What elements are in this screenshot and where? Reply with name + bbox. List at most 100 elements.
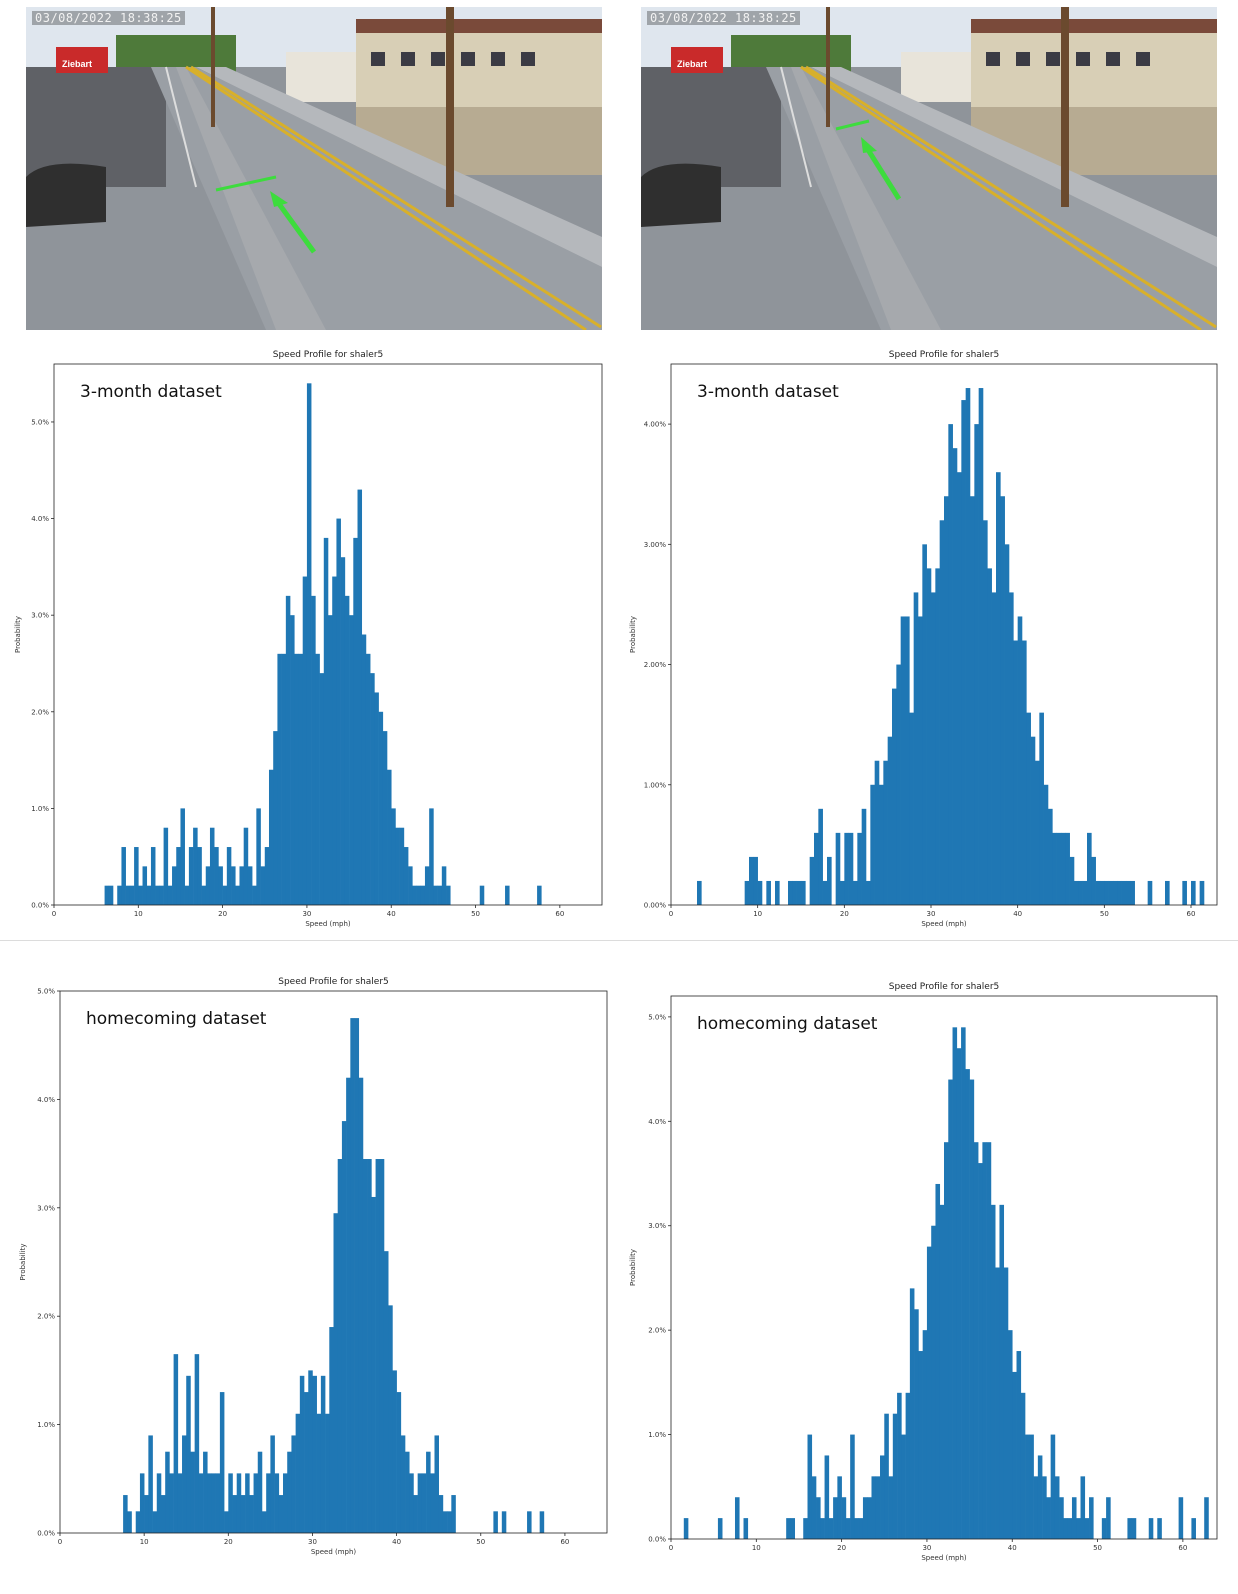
histogram-3month-left: Speed Profile for shaler5 0 10 20 30 40 50 60 0.… [10, 342, 610, 932]
histogram-bar [134, 847, 139, 905]
histogram-bar [350, 1018, 355, 1533]
histogram-bar [1069, 856, 1075, 905]
histogram-bar [786, 1518, 791, 1539]
histogram-bar [939, 1204, 945, 1539]
histogram-bar [383, 1251, 389, 1533]
x-tick-label: 50 [476, 1538, 485, 1546]
histogram-bar [243, 827, 249, 905]
y-tick-label: 3.0% [648, 1222, 666, 1230]
histogram-bar [302, 576, 308, 905]
y-tick-label: 0.0% [31, 902, 49, 910]
histogram-bar [822, 880, 828, 905]
histogram-bar [1059, 1497, 1064, 1539]
histogram-bar [844, 832, 849, 905]
plot-frame [670, 995, 1218, 1540]
histogram-bar [914, 1309, 919, 1539]
histogram-bar [991, 592, 997, 905]
histogram-bar [1191, 1518, 1196, 1539]
histogram-bar [228, 1473, 233, 1533]
x-tick-label: 40 [392, 1538, 401, 1546]
histogram-bar [315, 653, 320, 905]
histogram-bar [909, 712, 914, 905]
histogram-bar [173, 1354, 179, 1533]
histogram-bar [1106, 1497, 1111, 1539]
histogram-bar [982, 1142, 987, 1539]
histogram-bar [749, 856, 754, 905]
histogram-bar [1078, 880, 1083, 905]
histogram-bar [939, 520, 945, 905]
y-tick-label: 3.0% [31, 612, 49, 620]
histogram-bar [1126, 880, 1131, 905]
histogram-bar [1016, 1351, 1022, 1539]
histogram-bar [239, 866, 244, 905]
histogram-bar [344, 595, 350, 905]
histogram-bar [999, 1204, 1005, 1539]
x-tick-label: 30 [302, 910, 311, 918]
y-tick-label: 1.0% [648, 1431, 666, 1439]
histogram-bar [416, 885, 422, 905]
histogram-bar [172, 866, 177, 905]
histogram-bar [892, 688, 897, 905]
y-tick-label: 0.0% [648, 1536, 666, 1544]
histogram-bar [965, 388, 971, 905]
x-tick-label: 40 [1008, 1544, 1017, 1552]
histogram-bar [922, 1330, 928, 1539]
histogram-bar [1101, 1518, 1107, 1539]
y-axis-label: Probability [19, 1243, 27, 1280]
histogram-bar [1039, 712, 1044, 905]
histogram-bar [316, 1413, 322, 1533]
histogram-bar [209, 827, 215, 905]
histogram-bar [388, 1305, 393, 1533]
x-axis-label: Speed (mph) [311, 1548, 357, 1556]
histogram-bar [144, 1495, 149, 1533]
histogram-bar [1054, 1476, 1060, 1539]
x-tick-label: 60 [555, 910, 564, 918]
x-tick-label: 0 [669, 1544, 673, 1552]
histogram-bar [973, 1142, 979, 1539]
histogram-bar [809, 856, 815, 905]
histogram-bar [357, 489, 363, 905]
x-tick-label: 10 [140, 1538, 149, 1546]
histogram-bar [362, 1159, 368, 1533]
histogram-bar [231, 866, 236, 905]
y-tick-label: 2.0% [31, 708, 49, 716]
histogram-bar [1004, 544, 1010, 905]
histogram-bar [1147, 880, 1153, 905]
histogram-bar [299, 1375, 305, 1533]
histogram-homecoming-left: Speed Profile for shaler5 0 10 20 30 40 50 60 0.… [15, 970, 615, 1590]
histogram-bar [874, 760, 880, 905]
y-tick-label: 5.0% [37, 988, 55, 996]
histogram-bar [249, 1495, 254, 1533]
y-tick-label: 5.0% [648, 1013, 666, 1021]
histogram-bar [833, 1497, 838, 1539]
y-tick-label: 4.0% [37, 1096, 55, 1104]
chart-title: Speed Profile for shaler5 [273, 350, 384, 360]
histogram-bar [1050, 1434, 1056, 1539]
x-tick-label: 30 [922, 1544, 931, 1552]
histogram-bar [969, 1079, 975, 1539]
histogram-bar [505, 885, 510, 905]
histogram-bar [235, 885, 240, 905]
histogram-bar [880, 1455, 885, 1539]
histogram-bar [304, 1392, 309, 1533]
x-tick-label: 20 [218, 910, 227, 918]
histogram-bar [871, 1476, 877, 1539]
x-tick-label: 60 [560, 1538, 569, 1546]
histogram-bar [177, 1473, 183, 1533]
histogram-bar [247, 866, 253, 905]
histogram-bar [974, 424, 979, 905]
histogram-bar [1084, 1518, 1090, 1539]
histogram-bar [308, 1370, 313, 1533]
histogram-bar [479, 885, 485, 905]
histogram-bar [935, 1183, 941, 1539]
histogram-bar [897, 1392, 902, 1539]
chart-title: Speed Profile for shaler5 [889, 350, 1000, 360]
histogram-bar [211, 1473, 216, 1533]
histogram-bar [201, 885, 207, 905]
histogram-bar [757, 880, 763, 905]
histogram-bar [850, 1434, 855, 1539]
histogram-bar [325, 1413, 330, 1533]
histogram-bar [961, 1027, 966, 1539]
histogram-bar [1087, 832, 1092, 905]
histogram-bar [226, 847, 232, 905]
